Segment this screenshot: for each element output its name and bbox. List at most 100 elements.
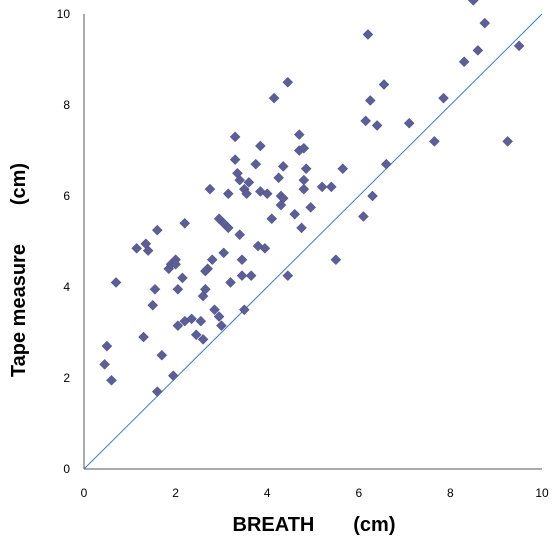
data-point — [243, 176, 255, 188]
data-point — [337, 163, 349, 175]
axes — [83, 14, 542, 470]
data-point — [234, 174, 246, 186]
data-point — [151, 386, 163, 398]
data-point — [149, 283, 161, 295]
data-point — [197, 333, 209, 345]
data-point — [156, 349, 168, 361]
data-point — [367, 190, 378, 202]
data-point — [106, 374, 117, 386]
data-points — [99, 0, 525, 398]
data-point — [241, 188, 252, 200]
data-point — [186, 313, 197, 325]
data-point — [147, 299, 159, 311]
data-point — [380, 158, 392, 170]
data-point — [479, 17, 491, 29]
x-axis-title: BREATH (cm) — [233, 514, 396, 536]
data-point — [429, 136, 440, 147]
data-point — [358, 211, 369, 222]
data-point — [296, 222, 307, 234]
data-point — [245, 270, 257, 281]
y-tick-label: 10 — [57, 7, 71, 21]
x-tick-label: 2 — [172, 486, 179, 500]
data-point — [268, 92, 280, 104]
data-point — [513, 40, 525, 52]
data-point — [218, 247, 230, 259]
data-point — [300, 163, 312, 175]
data-point — [289, 208, 301, 220]
data-point — [216, 320, 227, 332]
data-point — [298, 183, 310, 195]
data-point — [177, 272, 188, 284]
y-tick-label: 0 — [63, 462, 70, 476]
data-point — [138, 331, 149, 343]
data-point — [170, 258, 181, 270]
y-axis-title: Tape measure (cm) — [8, 163, 30, 377]
data-point — [316, 181, 328, 193]
data-point — [190, 329, 202, 341]
data-point — [259, 242, 271, 254]
data-point — [277, 161, 289, 172]
data-point — [467, 0, 479, 6]
data-point — [172, 320, 184, 332]
data-point — [206, 254, 218, 266]
y-tick-label: 2 — [63, 371, 70, 385]
x-tick-label: 4 — [264, 486, 271, 500]
x-tick-label: 10 — [535, 486, 549, 500]
reference-line-layer — [83, 13, 543, 470]
data-point — [378, 79, 390, 90]
x-tick-label: 0 — [81, 486, 88, 500]
data-point — [238, 304, 250, 316]
data-point — [298, 174, 310, 186]
data-point — [282, 76, 294, 88]
data-point — [364, 95, 376, 106]
data-point — [179, 217, 191, 229]
data-point — [200, 283, 211, 295]
data-point — [195, 315, 207, 327]
data-point — [110, 277, 122, 288]
data-point — [172, 283, 184, 295]
data-point — [330, 254, 342, 266]
data-point — [458, 56, 470, 68]
data-point — [236, 270, 248, 281]
data-point — [273, 172, 285, 184]
data-point — [325, 181, 337, 193]
data-point — [101, 340, 113, 352]
data-point — [213, 311, 225, 322]
data-point — [222, 222, 234, 234]
data-point — [225, 277, 236, 288]
data-point — [282, 270, 294, 281]
data-point — [266, 213, 278, 225]
data-point — [229, 154, 241, 165]
data-point — [222, 188, 234, 200]
x-tick-label: 8 — [447, 486, 454, 500]
reference-line — [83, 13, 543, 470]
data-point — [99, 358, 110, 370]
data-point — [204, 183, 216, 195]
data-point — [298, 142, 310, 154]
data-point — [151, 224, 163, 236]
data-point — [293, 129, 305, 140]
y-tick-label: 4 — [63, 280, 70, 294]
data-point — [360, 115, 372, 127]
data-point — [305, 202, 317, 213]
data-point — [131, 242, 143, 254]
y-tick-label: 8 — [63, 98, 70, 112]
data-point — [200, 265, 211, 277]
data-point — [250, 158, 262, 170]
data-point — [236, 254, 248, 266]
data-point — [209, 304, 220, 316]
data-point — [502, 136, 514, 147]
data-point — [254, 140, 266, 152]
data-point — [261, 188, 273, 200]
data-point — [229, 131, 241, 143]
tick-labels: 0 2 4 6 8 10 0 2 4 6 8 10 — [57, 7, 549, 500]
data-point — [362, 29, 374, 40]
data-point — [277, 192, 289, 204]
data-point — [142, 245, 154, 256]
data-point — [371, 120, 383, 131]
data-point — [167, 370, 179, 382]
data-point — [472, 45, 484, 56]
data-point — [234, 229, 246, 241]
y-tick-label: 6 — [63, 189, 70, 203]
